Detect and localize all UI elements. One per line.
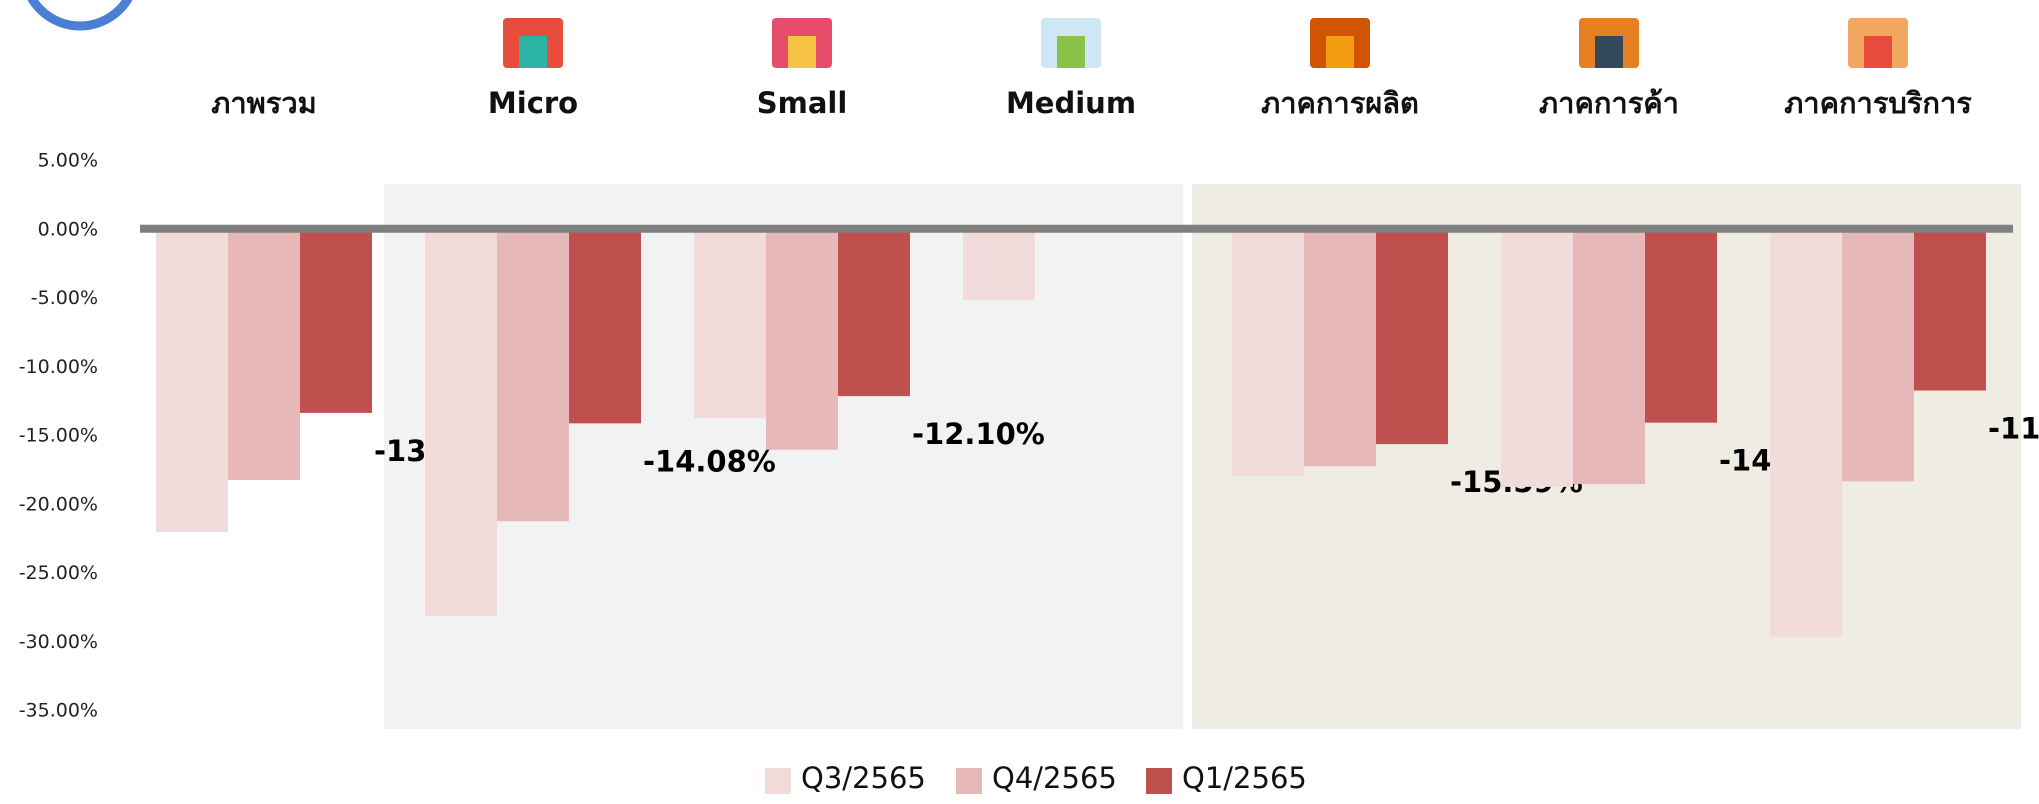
category-icon (1595, 36, 1623, 68)
icons (503, 18, 1908, 68)
legend-swatch (765, 768, 791, 794)
bar (497, 230, 569, 522)
bar (1770, 230, 1842, 637)
y-tick-label: -20.00% (19, 493, 98, 515)
bar (300, 230, 372, 413)
legend-swatch (956, 768, 982, 794)
category-label: ภาคการค้า (1539, 86, 1679, 120)
legend-label: Q1/2565 (1182, 761, 1307, 795)
y-tick-label: -30.00% (19, 631, 98, 653)
category-icon (519, 36, 547, 68)
value-label: -12.10% (912, 417, 1045, 451)
zero-axis (140, 225, 2013, 233)
bar (1501, 230, 1573, 487)
bar (1573, 230, 1645, 484)
bar (766, 230, 838, 450)
bar (963, 230, 1035, 300)
bar (1842, 230, 1914, 482)
y-tick-label: -15.00% (19, 425, 98, 447)
bar (228, 230, 300, 480)
bar (156, 230, 228, 533)
y-tick-label: -35.00% (19, 700, 98, 722)
bar (1645, 230, 1717, 423)
category-label: ภาพรวม (211, 86, 317, 120)
value-label: -11.69% (1988, 411, 2039, 445)
chart: 5.00% 0.00% -5.00% -10.00% -15.00% -20.00% -25… (0, 0, 2039, 800)
legend-label: Q4/2565 (992, 761, 1117, 795)
value-label: -14.08% (643, 444, 776, 478)
bar (1232, 230, 1304, 476)
bar (425, 230, 497, 616)
y-tick-label: -5.00% (31, 287, 98, 309)
category-label: Small (757, 86, 848, 120)
bar (1914, 230, 1986, 391)
y-tick-label: 5.00% (38, 150, 98, 172)
bar (569, 230, 641, 424)
legend-swatch (1146, 768, 1172, 794)
category-icon (1326, 36, 1354, 68)
logo-circle (24, 0, 136, 26)
category-icon (1057, 36, 1085, 68)
category-label: Micro (488, 86, 578, 120)
category-label: ภาคการผลิต (1261, 86, 1419, 120)
bar (1376, 230, 1448, 444)
category-label: Medium (1006, 86, 1136, 120)
bar (694, 230, 766, 418)
bar (1304, 230, 1376, 467)
y-tick-label: -10.00% (19, 356, 98, 378)
category-icon (788, 36, 816, 68)
y-tick-label: -25.00% (19, 562, 98, 584)
y-tick-label: 0.00% (38, 218, 98, 240)
bar (838, 230, 910, 396)
legend-label: Q3/2565 (801, 761, 926, 795)
category-label: ภาคการบริการ (1784, 86, 1972, 120)
category-icon (1864, 36, 1892, 68)
